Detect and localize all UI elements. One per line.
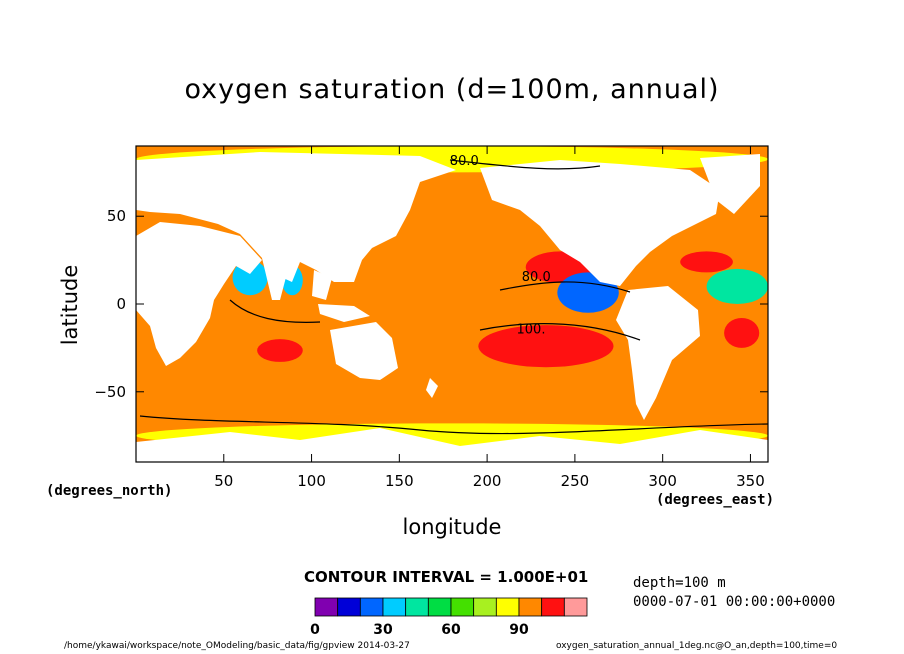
- chart-title: oxygen saturation (d=100m, annual): [184, 74, 720, 105]
- colorbar-label: 30: [373, 622, 393, 638]
- x-tick-label: 150: [385, 472, 414, 490]
- region-pacific-subtropical-south: [478, 325, 614, 368]
- land-india: [262, 258, 290, 300]
- colorbar-swatch: [450, 597, 475, 617]
- land-new-zealand: [426, 378, 438, 398]
- x-tick-label: 350: [736, 472, 765, 490]
- y-tick-label: −50: [94, 383, 126, 401]
- depth-info: depth=100 m: [633, 575, 726, 591]
- contour-label: 80.0: [450, 154, 479, 169]
- contour-interval: CONTOUR INTERVAL = 1.000E+01: [304, 568, 589, 586]
- contour-labels: 80.0 80.0 100.: [450, 154, 551, 338]
- land-indochina: [312, 270, 332, 300]
- land-north-america: [480, 160, 720, 286]
- y-tick-label: 50: [107, 207, 126, 225]
- colorbar-swatch: [541, 597, 565, 617]
- region-atlantic-subtropical-south: [724, 318, 760, 348]
- land-south-america: [616, 286, 700, 420]
- source-file: oxygen_saturation_annual_1deg.nc@O_an,de…: [556, 641, 838, 651]
- colorbar-label: 0: [310, 622, 320, 638]
- contour-label: 100.: [517, 323, 546, 338]
- time-info: 0000-07-01 00:00:00+0000: [633, 594, 836, 610]
- colorbar-swatch: [337, 597, 361, 617]
- colorbar-swatch: [314, 597, 339, 617]
- x-axis-label: longitude: [402, 515, 502, 539]
- land-australia: [330, 322, 398, 380]
- x-tick-label: 50: [214, 472, 233, 490]
- land-antarctica: [136, 428, 768, 462]
- y-axis-units: (degrees_north): [46, 483, 173, 499]
- colorbar-label: 90: [509, 622, 529, 638]
- colorbar-swatch: [473, 597, 497, 617]
- region-atlantic-omz: [706, 268, 768, 305]
- colorbar-swatch: [382, 597, 407, 617]
- region-indian-subtropical-south: [257, 339, 303, 362]
- x-axis-units: (degrees_east): [656, 492, 775, 508]
- region-ocean-south: [136, 339, 768, 424]
- contour-label: 80.0: [522, 270, 551, 285]
- colorbar-swatch: [359, 597, 384, 617]
- y-tick-label: 0: [116, 295, 126, 313]
- colorbar-label: 60: [441, 622, 461, 638]
- y-axis-label: latitude: [58, 264, 82, 346]
- region-atlantic-subtropical-north: [680, 251, 733, 273]
- x-tick-label: 200: [473, 472, 502, 490]
- contour-lines: [139, 159, 768, 435]
- land-africa: [136, 222, 262, 366]
- axis-ticks: 50 100 150 200 250 300 350 50 0 −50: [94, 146, 768, 490]
- colorbar-swatch: [405, 597, 429, 617]
- figure-path: /home/ykawai/workspace/note_OModeling/ba…: [64, 641, 410, 651]
- land-mask: [136, 152, 768, 462]
- land-eurasia: [136, 152, 456, 282]
- land-indonesia: [318, 304, 370, 322]
- colorbar-swatch: [563, 597, 588, 617]
- colorbar-swatch: [495, 597, 520, 617]
- x-tick-label: 300: [648, 472, 677, 490]
- colorbar-swatch: [518, 597, 543, 617]
- colorbar-swatch: [427, 597, 452, 617]
- land-greenland: [700, 154, 760, 214]
- x-tick-label: 250: [561, 472, 590, 490]
- colorbar: 0 30 60 90: [310, 597, 588, 638]
- x-tick-label: 100: [297, 472, 326, 490]
